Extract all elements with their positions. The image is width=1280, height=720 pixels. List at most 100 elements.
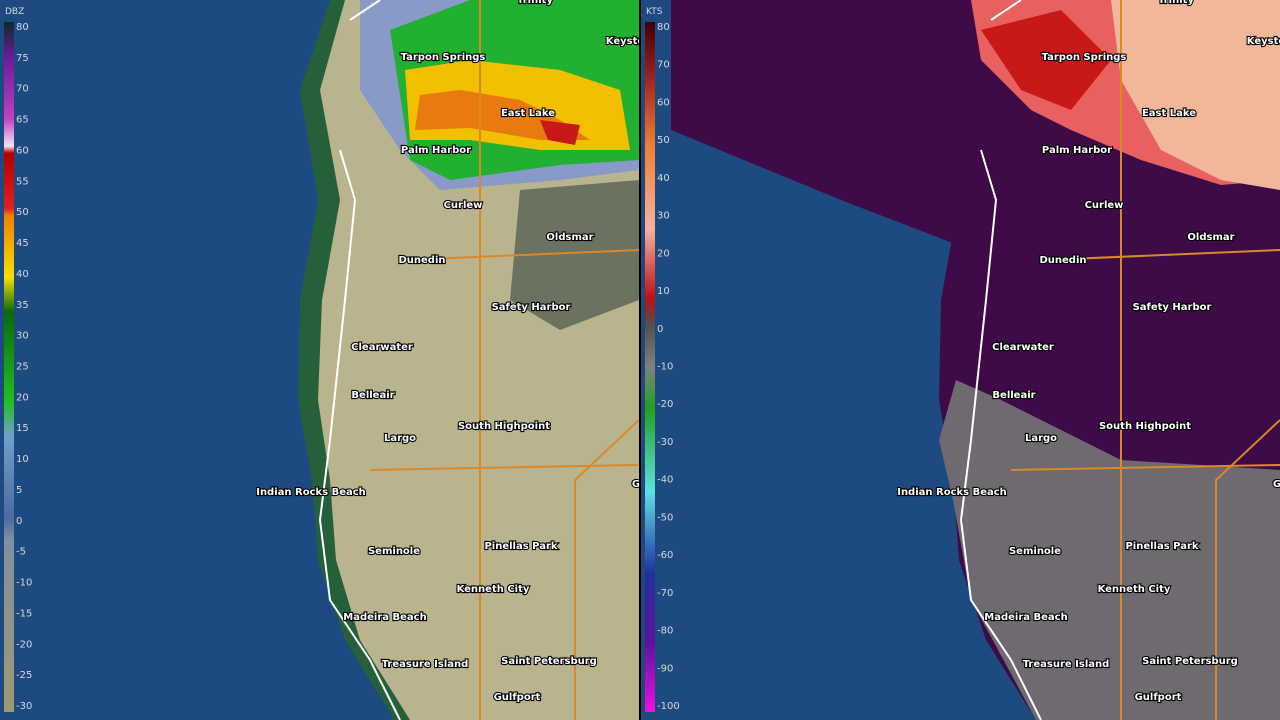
place-label: East Lake bbox=[501, 108, 555, 119]
velocity-panel: KTS 80 70 60 50 40 30 20 10 0 -10 -20 -30 -40 -50 -60 -7… bbox=[641, 0, 1280, 720]
colorbar-tick: 0 bbox=[16, 516, 22, 527]
place-label: Madeira Beach bbox=[343, 612, 426, 623]
colorbar-tick: 15 bbox=[16, 423, 29, 434]
place-label: Treasure Island bbox=[382, 659, 469, 670]
colorbar-tick: -50 bbox=[657, 512, 673, 523]
outbound-core bbox=[981, 10, 1111, 110]
colorbar-tick: 30 bbox=[657, 211, 670, 222]
colorbar-tick: -20 bbox=[657, 399, 673, 410]
colorbar-tick: -10 bbox=[16, 578, 32, 589]
colorbar-tick: 10 bbox=[16, 454, 29, 465]
reflectivity-panel: DBZ80757065605550454035302520151050-5-10… bbox=[0, 0, 639, 720]
place-label: Seminole bbox=[1009, 546, 1061, 557]
colorbar-tick: 70 bbox=[16, 84, 29, 95]
place-label: Pinellas Park bbox=[484, 541, 557, 552]
place-label: Largo bbox=[1025, 433, 1057, 444]
place-label: Belleair bbox=[992, 390, 1035, 401]
colorbar-tick: -100 bbox=[657, 701, 680, 712]
place-label: Seminole bbox=[368, 546, 420, 557]
place-label: Safety Harbor bbox=[1133, 302, 1212, 313]
colorbar-tick: -15 bbox=[16, 608, 32, 619]
intense-echo bbox=[540, 120, 580, 145]
place-label: Kenneth City bbox=[1098, 584, 1171, 595]
roads bbox=[1010, 0, 1280, 720]
colorbar-tick: 65 bbox=[16, 115, 29, 126]
colorbar-tick: 30 bbox=[16, 331, 29, 342]
place-label: Tarpon Springs bbox=[1042, 52, 1127, 63]
urban bbox=[510, 180, 639, 330]
place-label: G bbox=[632, 479, 639, 490]
near-zero bbox=[939, 380, 1280, 720]
colorbar-tick: -40 bbox=[657, 475, 673, 486]
colorbar-tick: 80 bbox=[657, 22, 670, 33]
place-label: South Highpoint bbox=[458, 421, 550, 432]
place-label: Safety Harbor bbox=[492, 302, 571, 313]
colorbar-tick: 80 bbox=[16, 22, 29, 33]
colorbar-tick: 20 bbox=[657, 248, 670, 259]
place-label: Dunedin bbox=[1039, 255, 1086, 266]
colorbar-tick: 5 bbox=[16, 485, 22, 496]
colorbar-tick: 40 bbox=[16, 269, 29, 280]
place-label: Saint Petersburg bbox=[501, 656, 597, 667]
roads bbox=[369, 0, 639, 720]
place-label: Palm Harbor bbox=[401, 145, 471, 156]
colorbar-tick: 50 bbox=[657, 135, 670, 146]
place-label: South Highpoint bbox=[1099, 421, 1191, 432]
place-label: Gulfport bbox=[494, 692, 541, 703]
colorbar-unit: KTS bbox=[646, 7, 663, 17]
place-label: Trinity bbox=[517, 0, 553, 6]
place-label: Dunedin bbox=[398, 255, 445, 266]
colorbar bbox=[645, 22, 655, 712]
place-label: Treasure Island bbox=[1023, 659, 1110, 670]
colorbar-tick: 60 bbox=[657, 97, 670, 108]
colorbar-tick: -30 bbox=[16, 701, 32, 712]
place-label: Saint Petersburg bbox=[1142, 656, 1238, 667]
colorbar-tick: -10 bbox=[657, 362, 673, 373]
colorbar-tick: 70 bbox=[657, 60, 670, 71]
county-line bbox=[959, 0, 1042, 720]
colorbar-tick: 60 bbox=[16, 145, 29, 156]
county-line bbox=[318, 0, 401, 720]
place-label: Madeira Beach bbox=[984, 612, 1067, 623]
place-label: Tarpon Springs bbox=[401, 52, 486, 63]
place-label: Gulfport bbox=[1135, 692, 1182, 703]
place-label: Largo bbox=[384, 433, 416, 444]
colorbar-tick: -30 bbox=[657, 437, 673, 448]
colorbar-tick: 40 bbox=[657, 173, 670, 184]
place-label: Clearwater bbox=[351, 342, 413, 353]
place-label: Palm Harbor bbox=[1042, 145, 1112, 156]
colorbar-tick: 0 bbox=[657, 324, 663, 335]
colorbar-tick: -5 bbox=[16, 547, 26, 558]
colorbar-tick: 35 bbox=[16, 300, 29, 311]
place-label: Keysto bbox=[606, 36, 639, 47]
colorbar-tick: -90 bbox=[657, 663, 673, 674]
colorbar-tick: 25 bbox=[16, 362, 29, 373]
place-label: G bbox=[1273, 479, 1280, 490]
place-label: Curlew bbox=[1085, 200, 1124, 211]
colorbar-tick: -80 bbox=[657, 626, 673, 637]
colorbar-tick: 50 bbox=[16, 207, 29, 218]
colorbar-tick: 10 bbox=[657, 286, 670, 297]
colorbar-tick: -70 bbox=[657, 588, 673, 599]
colorbar-tick: 55 bbox=[16, 176, 29, 187]
outbound-strong bbox=[1111, 0, 1280, 190]
place-label: Oldsmar bbox=[1187, 232, 1234, 243]
place-label: Belleair bbox=[351, 390, 394, 401]
place-label: Curlew bbox=[444, 200, 483, 211]
place-label: Keysto bbox=[1247, 36, 1280, 47]
colorbar bbox=[4, 22, 14, 712]
colorbar-tick: -60 bbox=[657, 550, 673, 561]
colorbar-tick: 75 bbox=[16, 53, 29, 64]
colorbar-tick: -25 bbox=[16, 670, 32, 681]
place-label: East Lake bbox=[1142, 108, 1196, 119]
place-label: Oldsmar bbox=[546, 232, 593, 243]
colorbar-tick: 20 bbox=[16, 392, 29, 403]
place-label: Pinellas Park bbox=[1125, 541, 1198, 552]
place-label: Clearwater bbox=[992, 342, 1054, 353]
place-label: Indian Rocks Beach bbox=[256, 487, 366, 498]
place-label: Trinity bbox=[1158, 0, 1194, 6]
colorbar-unit: DBZ bbox=[5, 7, 24, 17]
place-label: Indian Rocks Beach bbox=[897, 487, 1007, 498]
place-label: Kenneth City bbox=[457, 584, 530, 595]
